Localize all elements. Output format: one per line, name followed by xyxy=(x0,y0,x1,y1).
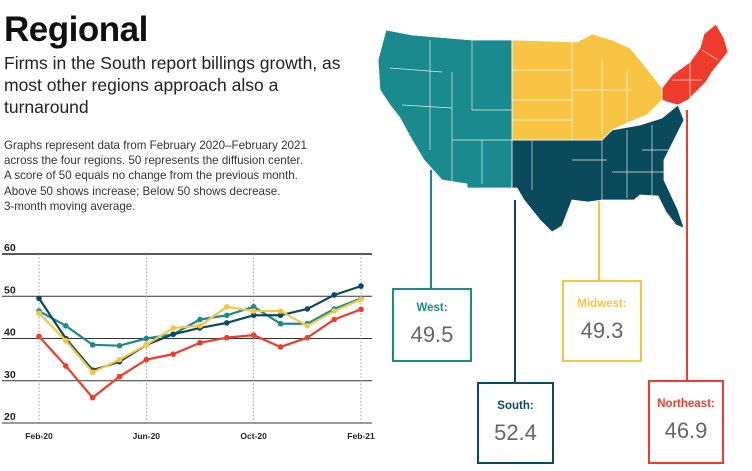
data-point-midwest xyxy=(170,325,176,331)
data-point-west xyxy=(63,323,69,329)
x-tick-label: Feb-20 xyxy=(25,431,53,441)
series-line-midwest xyxy=(38,298,362,374)
data-point-northeast xyxy=(358,306,364,313)
data-point-west xyxy=(143,335,150,342)
west-label: West: xyxy=(416,302,448,314)
data-point-midwest xyxy=(143,342,150,348)
data-point-west xyxy=(250,304,257,310)
state-borders xyxy=(389,40,719,200)
south-value: 52.4 xyxy=(494,420,537,445)
data-point-south xyxy=(36,295,42,302)
data-point-south xyxy=(250,312,257,319)
description-line: Above 50 shows increase; Below 50 shows … xyxy=(4,184,281,198)
y-tick-label: 40 xyxy=(4,327,16,339)
y-tick-label: 30 xyxy=(4,369,16,381)
region-midwest xyxy=(511,33,663,141)
data-point-northeast xyxy=(63,363,69,369)
midwest-callout: Midwest: 49.3 xyxy=(562,280,642,362)
south-label: South: xyxy=(497,400,534,412)
data-point-midwest xyxy=(358,296,364,303)
data-point-south xyxy=(331,292,337,298)
us-region-map xyxy=(377,23,729,386)
northeast-value: 46.9 xyxy=(664,418,708,443)
x-tick-label: Feb-21 xyxy=(347,431,375,441)
data-point-west xyxy=(197,316,203,323)
description-line: A score of 50 equals no change from the … xyxy=(4,169,298,183)
data-point-south xyxy=(170,331,176,338)
data-point-west xyxy=(89,342,96,348)
data-point-northeast xyxy=(36,333,42,340)
data-point-northeast xyxy=(116,373,123,380)
data-point-midwest xyxy=(277,308,284,314)
data-point-midwest xyxy=(197,323,203,329)
south-callout: South: 52.4 xyxy=(477,382,554,464)
data-point-northeast xyxy=(277,344,284,350)
data-point-west xyxy=(116,342,123,349)
data-point-northeast xyxy=(224,334,230,341)
region-west xyxy=(377,29,518,189)
region-northeast xyxy=(661,23,729,106)
data-point-northeast xyxy=(250,332,257,338)
data-point-northeast xyxy=(304,334,311,341)
data-point-midwest xyxy=(331,308,337,314)
west-value: 49.5 xyxy=(410,322,454,347)
data-point-west xyxy=(277,320,284,327)
west-callout: West: 49.5 xyxy=(392,288,472,362)
page-title: Regional xyxy=(4,10,148,49)
line-chart: 20 30 40 50 60 Feb-20 Jun-20 Oct-20 Feb-21 xyxy=(2,242,375,441)
data-point-south xyxy=(224,320,230,326)
data-point-midwest xyxy=(89,369,96,376)
data-point-midwest xyxy=(224,304,230,310)
data-point-northeast xyxy=(89,394,96,401)
data-point-midwest xyxy=(304,323,311,329)
page-subtitle: Firms in the South report billings growt… xyxy=(4,53,341,117)
midwest-label: Midwest: xyxy=(577,298,627,310)
y-tick-label: 60 xyxy=(4,242,16,254)
data-point-northeast xyxy=(170,351,176,357)
data-point-midwest xyxy=(63,337,69,344)
chart-description: Graphs represent data from February 2020… xyxy=(4,138,344,214)
data-point-south xyxy=(304,306,311,312)
description-line: Graphs represent data from February 2020… xyxy=(4,139,307,152)
data-point-midwest xyxy=(116,356,123,363)
region-south xyxy=(511,104,685,233)
data-point-northeast xyxy=(197,339,203,346)
x-tick-label: Jun-20 xyxy=(133,431,161,441)
midwest-value: 49.3 xyxy=(580,318,624,343)
y-tick-label: 20 xyxy=(4,411,16,423)
data-point-south xyxy=(277,312,284,319)
data-point-south xyxy=(358,283,364,289)
data-point-midwest xyxy=(36,310,42,316)
data-point-midwest xyxy=(250,308,257,314)
data-point-west xyxy=(224,312,230,319)
description-line: 3-month moving average. xyxy=(4,199,136,213)
northeast-callout: Northeast: 46.9 xyxy=(648,380,724,464)
data-point-northeast xyxy=(143,356,150,363)
x-tick-label: Oct-20 xyxy=(240,431,267,441)
description-line: across the four regions. 50 represents t… xyxy=(4,154,303,168)
data-point-northeast xyxy=(331,316,337,323)
y-tick-label: 50 xyxy=(4,284,16,296)
northeast-label: Northeast: xyxy=(657,398,715,410)
